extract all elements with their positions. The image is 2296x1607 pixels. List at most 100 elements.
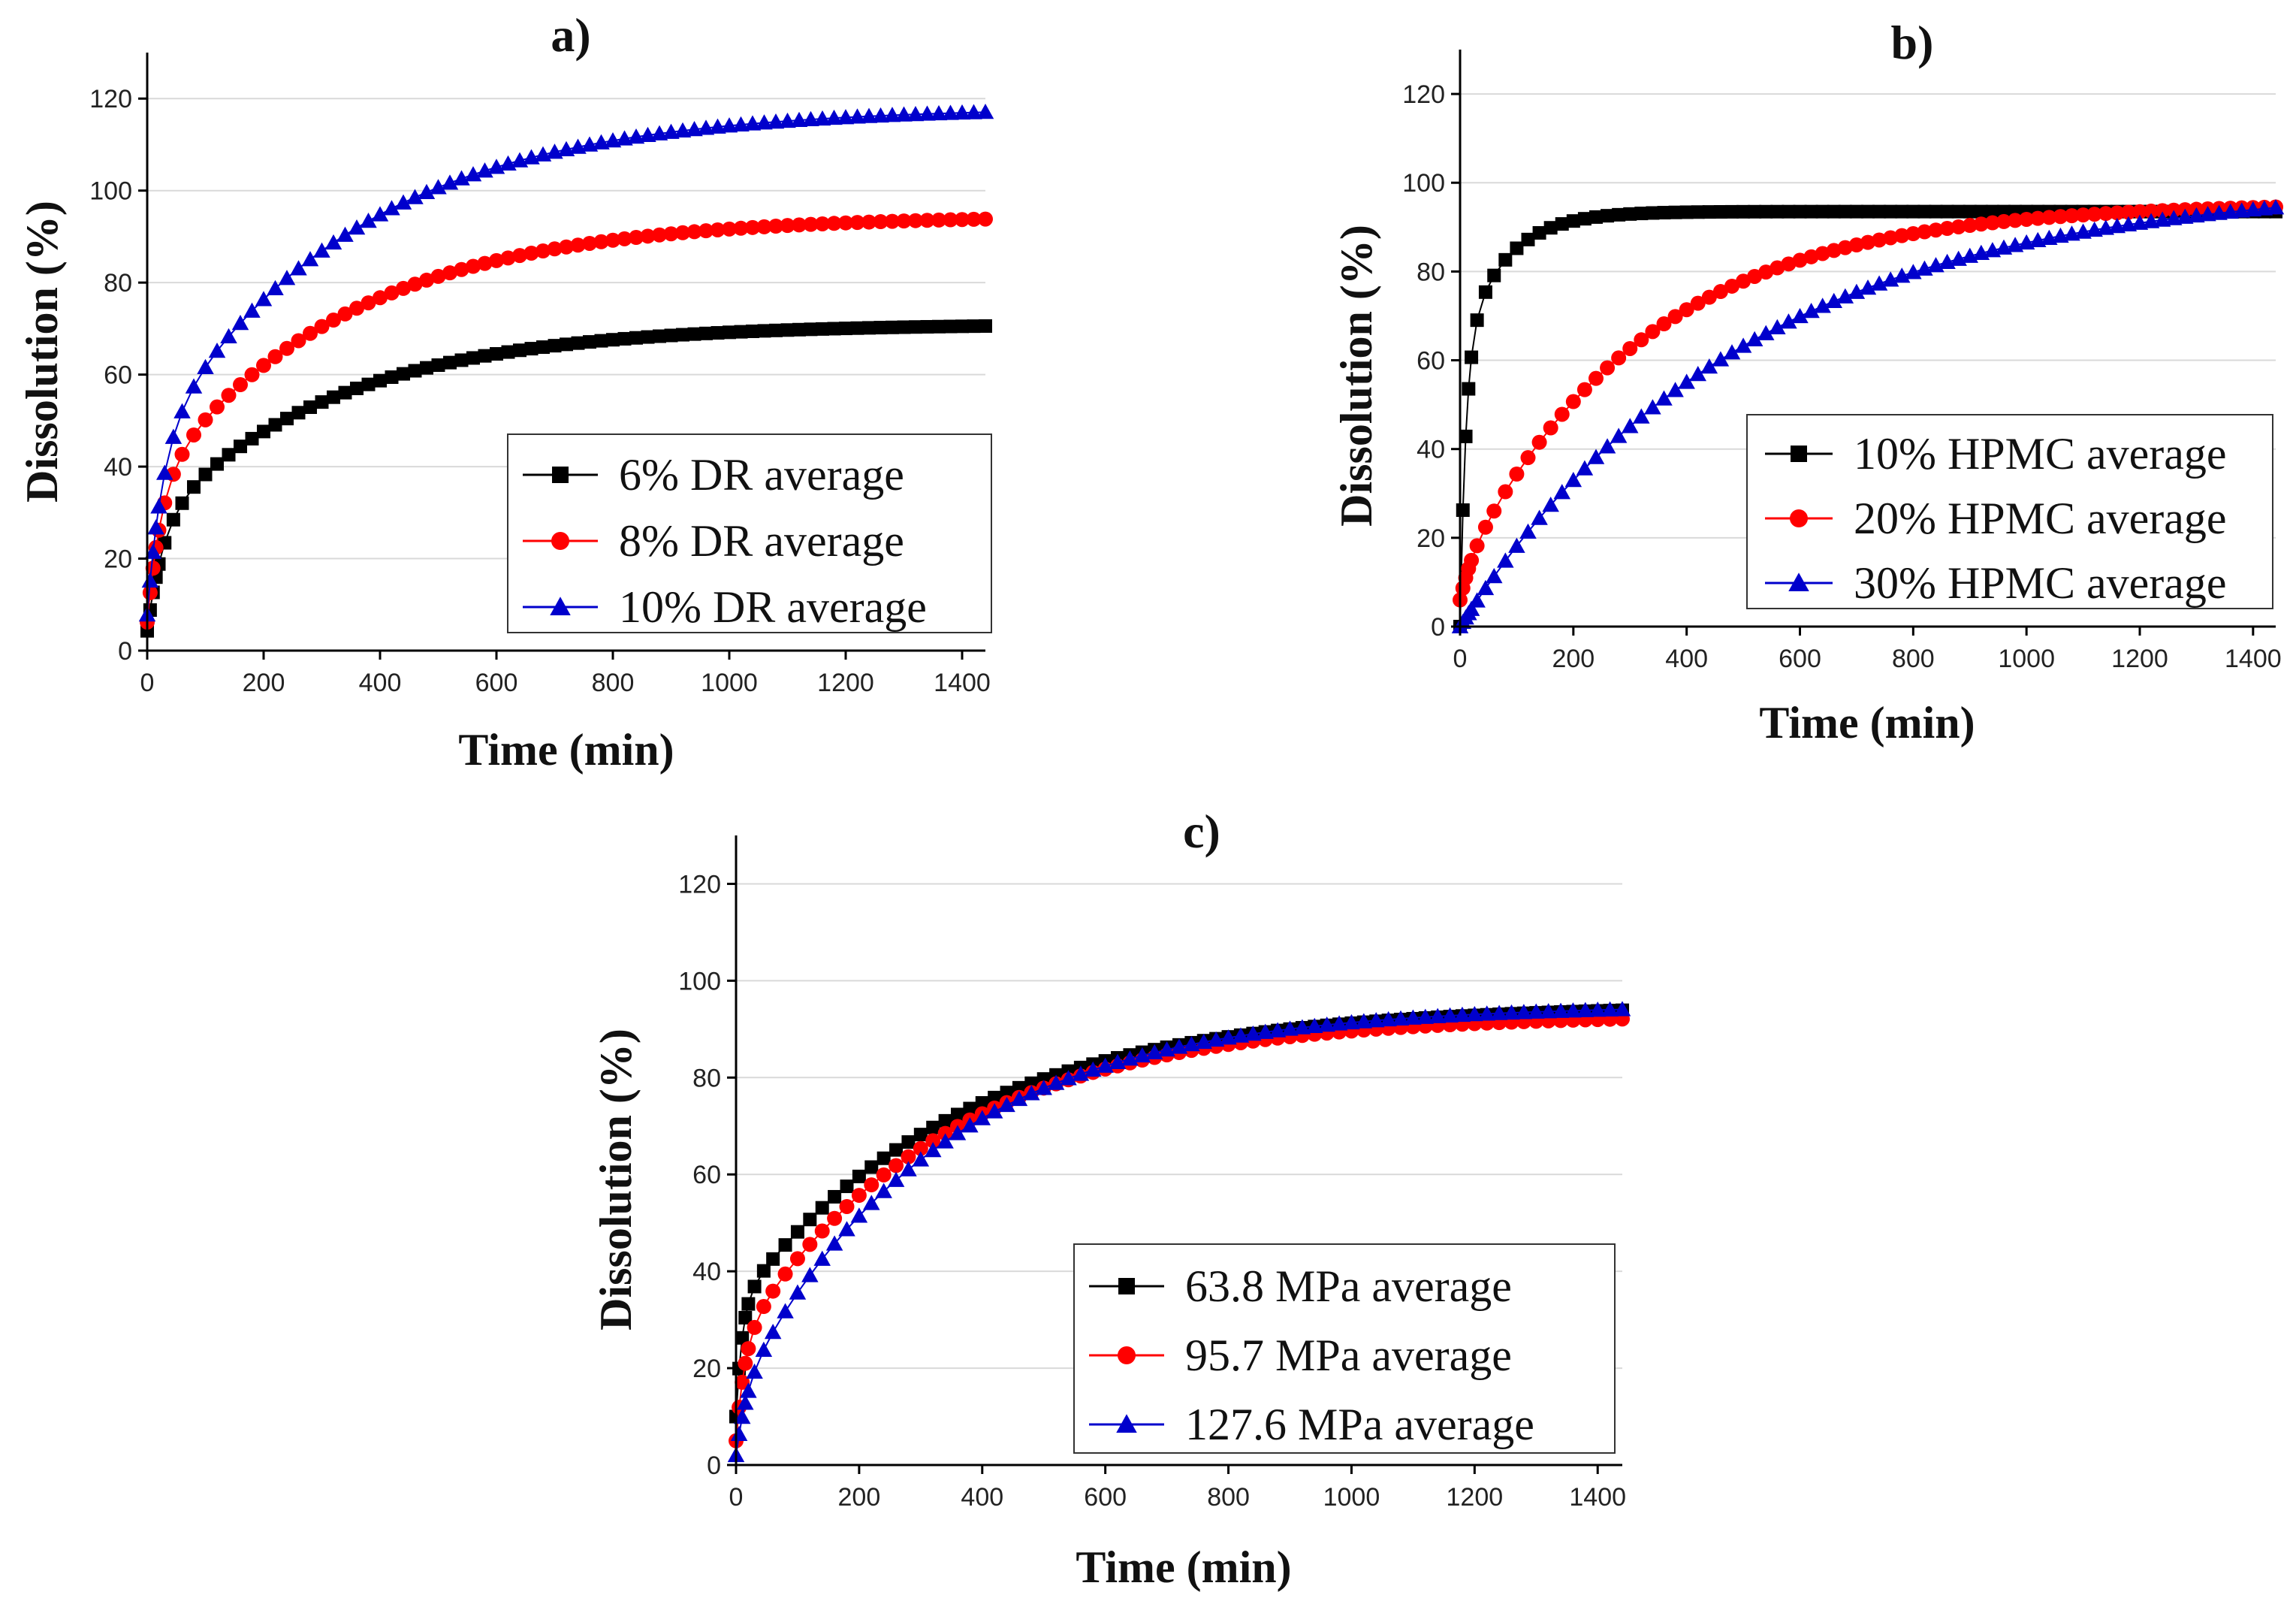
panel-c-series-3-point — [740, 1382, 757, 1398]
panel-c-series-1-point — [747, 1279, 762, 1294]
panel-a-series-3-point — [348, 219, 366, 235]
panel-b-series-2-point — [1565, 394, 1581, 409]
panel-a-series-2-point — [279, 340, 294, 356]
panel-a-series-3-point — [464, 166, 482, 182]
panel-b-series-1-point — [1634, 207, 1649, 221]
panel-a-series-2-point — [337, 306, 353, 322]
panel-c-series-3-point — [1257, 1023, 1274, 1039]
panel-a-x-tick-label: 0 — [140, 669, 155, 697]
panel-a-series-2-point — [303, 325, 318, 341]
panel-b-x-title: Time (min) — [1759, 698, 1975, 748]
panel-b-series-2-point — [1667, 309, 1683, 325]
panel-b-series-3-point — [2199, 206, 2216, 222]
panel-c-series-1-point — [975, 1096, 989, 1110]
panel-c-series-3-point — [1023, 1085, 1040, 1101]
panel-a-series-3-point — [430, 179, 447, 195]
panel-c-series-3-point — [1010, 1090, 1028, 1107]
panel-c-series-3-point — [1576, 1001, 1595, 1017]
panel-c-legend-box — [1073, 1243, 1616, 1454]
panel-c-series-3-point — [789, 1284, 807, 1300]
panel-c-y-tick-label: 0 — [707, 1451, 721, 1480]
panel-c-series-3-point — [1085, 1061, 1102, 1077]
panel-b-series-1-point — [1906, 204, 1920, 219]
panel-a-series-2-point — [198, 412, 213, 427]
panel-b-series-2-point — [1939, 221, 1955, 237]
panel-a-series-1-point — [245, 431, 259, 446]
panel-a-series-3-point — [709, 118, 726, 134]
panel-b-legend-marker-2 — [1790, 509, 1808, 527]
panel-c-series-1-point — [951, 1107, 964, 1122]
panel-b-series-2-point — [1928, 222, 1944, 238]
panel-a-series-3-point — [150, 498, 167, 514]
panel-c-series-3-point — [1503, 1004, 1520, 1020]
panel-b-y-title: Dissolution (%) — [1332, 225, 1381, 527]
panel-a-series-1-point — [513, 343, 526, 358]
panel-a-series-3-point — [732, 116, 750, 132]
panel-c-series-3-point — [1330, 1015, 1348, 1031]
panel-b-series-3-point — [1734, 337, 1752, 353]
panel-a-series-2-point — [745, 219, 760, 235]
panel-b-series-2-point — [1803, 249, 1819, 264]
panel-b-series-3-point — [1610, 427, 1628, 443]
panel-b-series-3-point — [2177, 208, 2194, 224]
panel-c-series-3-point — [1035, 1080, 1052, 1095]
panel-b-series-2-point — [1883, 230, 1899, 246]
panel-b-series-1-point — [1884, 204, 1898, 219]
panel-b-series-1-point — [1470, 313, 1484, 328]
panel-b-series-2-point — [1469, 538, 1485, 554]
panel-b-series-2-point — [2075, 207, 2091, 223]
panel-b-series-2-point — [1622, 340, 1638, 356]
panel-a-series-1-point — [361, 377, 376, 391]
panel-c-series-3-point — [1072, 1065, 1090, 1081]
panel-a-series-2-point — [885, 213, 900, 229]
panel-c-series-3-point — [1245, 1025, 1262, 1041]
panel-c-x-tick-label: 200 — [838, 1483, 881, 1512]
panel-b-x-tick-label: 1200 — [2111, 645, 2168, 673]
panel-b-x-tick-label: 1000 — [1998, 645, 2055, 673]
panel-c-series-3-point — [1281, 1020, 1299, 1036]
panel-c-series-2-point — [735, 1374, 750, 1390]
panel-a-series-1-point — [420, 361, 433, 375]
panel-b-series-1-point — [1478, 285, 1492, 299]
panel-a-series-2-point — [221, 388, 237, 403]
panel-a-series-1-point — [827, 322, 841, 336]
panel-a-series-3-point — [813, 110, 831, 126]
panel-b-series-2-point — [1656, 316, 1672, 332]
panel-c-series-3-point — [949, 1125, 967, 1140]
panel-c-series-1-point — [815, 1201, 829, 1215]
panel-a-series-1-point — [327, 390, 340, 404]
panel-c-series-3-point — [755, 1341, 773, 1357]
panel-a-series-1-point — [454, 353, 469, 367]
panel-a-series-3-point — [231, 315, 249, 331]
panel-a-series-1-point — [315, 395, 329, 409]
panel-a-y-tick-label: 60 — [104, 361, 132, 390]
panel-a-series-2-point — [919, 213, 935, 228]
panel-a-y-tick-label: 0 — [118, 637, 132, 666]
panel-a-series-2-point — [419, 272, 434, 288]
panel-b-series-3-point — [1791, 307, 1809, 324]
panel-c-series-1-point — [828, 1189, 842, 1204]
panel-a-series-3-point — [371, 206, 389, 222]
panel-b-series-3-point — [1712, 351, 1730, 367]
panel-b-series-1-point — [1657, 206, 1671, 220]
panel-b-x-tick-label: 600 — [1779, 645, 1821, 673]
panel-c-series-3-point — [937, 1133, 954, 1149]
panel-a-series-1-point — [268, 418, 282, 432]
panel-a-series-2-point — [978, 211, 993, 227]
panel-c-legend: 63.8 MPa average 95.7 MPa average 127.6 MP… — [1073, 1243, 1616, 1454]
panel-c-series-3-point — [1220, 1029, 1237, 1045]
panel-a-series-1-point — [198, 467, 213, 482]
panel-c-series-3-point — [1269, 1022, 1287, 1038]
panel-b-series-1-point — [1577, 212, 1592, 226]
panel-a-series-3-point — [895, 106, 913, 122]
panel-b-series-3-point — [2233, 202, 2250, 218]
panel-b-series-3-point — [2222, 203, 2239, 219]
panel-b-x-tick-label: 0 — [1453, 645, 1468, 673]
panel-c-legend-label-2: 95.7 MPa average — [1185, 1331, 1512, 1380]
panel-a-legend-marker-3 — [550, 597, 571, 615]
panel-c-series-2-point — [747, 1319, 762, 1335]
panel-b-series-1-point — [1498, 252, 1513, 267]
panel-a-series-1-point — [757, 324, 771, 338]
